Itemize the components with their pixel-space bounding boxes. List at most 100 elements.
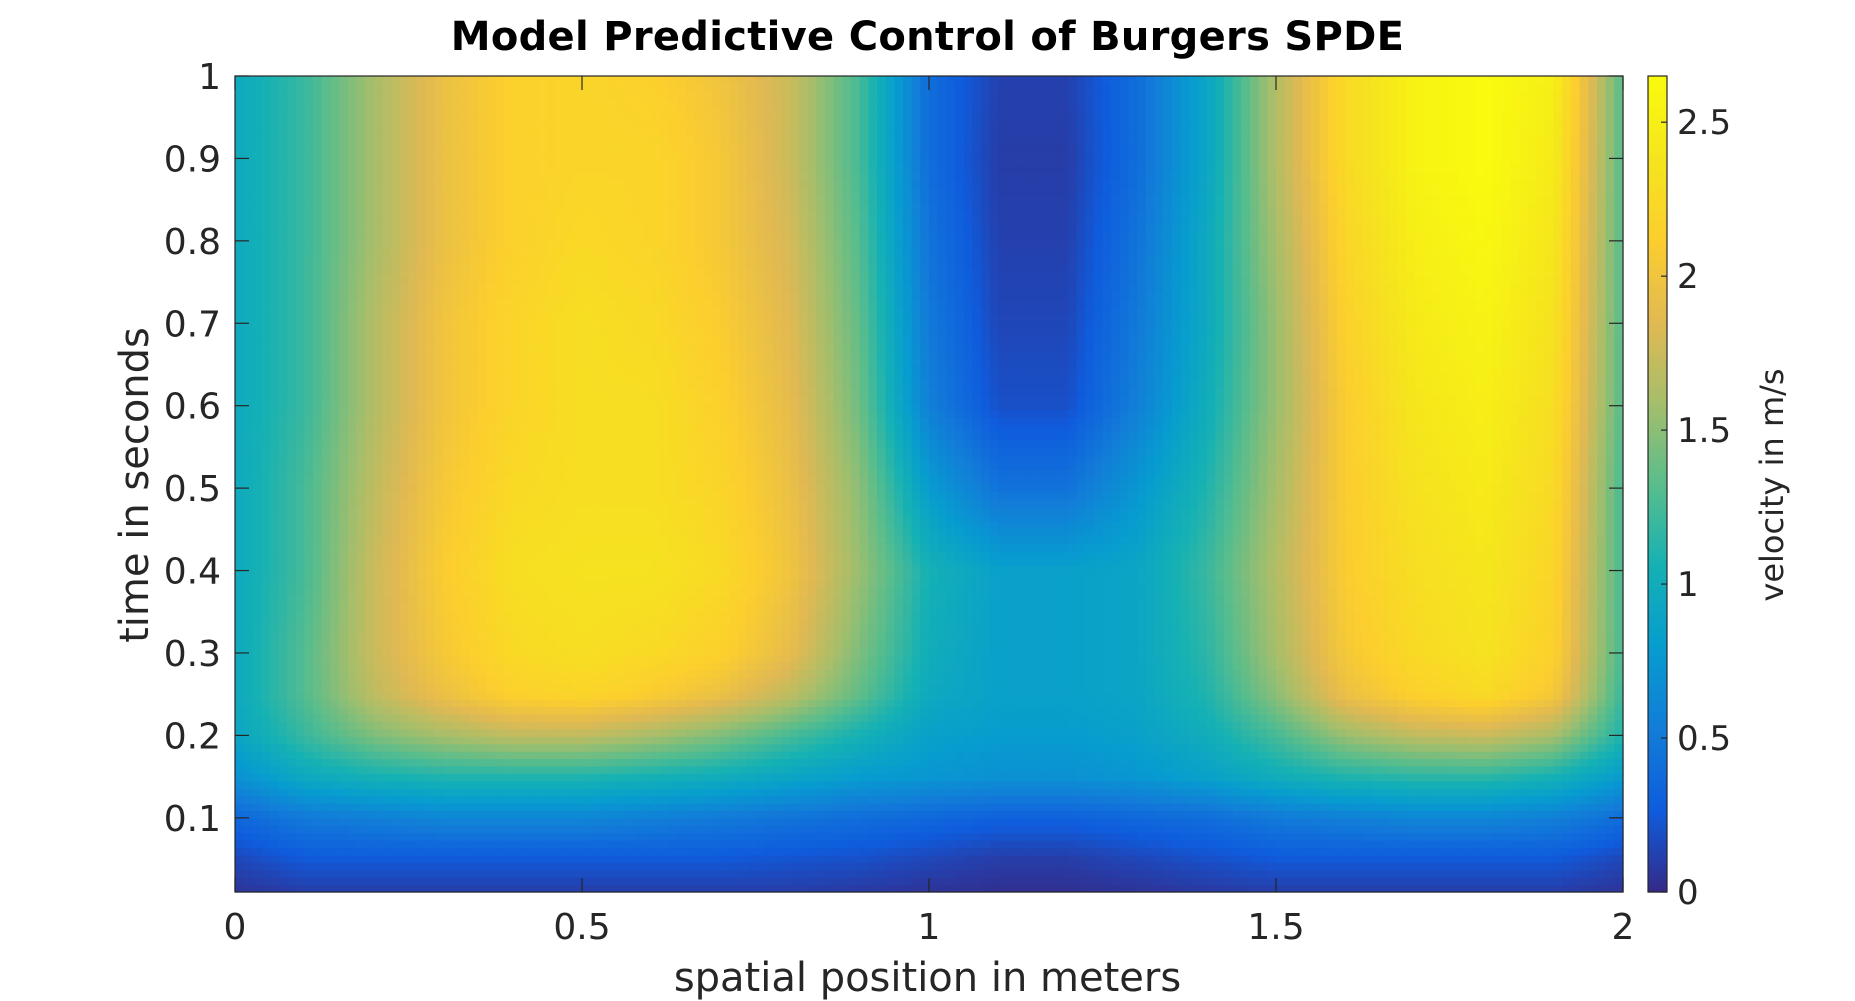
heatmap-cell — [547, 884, 557, 893]
heatmap-cell — [339, 802, 349, 811]
heatmap-cell — [1059, 877, 1069, 886]
heatmap-cell — [1015, 713, 1026, 722]
heatmap-cell — [1197, 854, 1208, 863]
heatmap-cell — [1145, 743, 1156, 752]
heatmap-cell — [373, 869, 384, 878]
heatmap-cell — [677, 802, 687, 811]
heatmap-cell — [1466, 669, 1477, 678]
heatmap-cell — [295, 877, 306, 886]
heatmap-cell — [313, 825, 323, 834]
heatmap-cell — [1596, 869, 1607, 878]
heatmap-cell — [582, 684, 592, 693]
heatmap-cell — [1085, 862, 1095, 871]
heatmap-cell — [1414, 840, 1425, 849]
heatmap-cell — [816, 691, 826, 700]
heatmap-cell — [746, 817, 757, 826]
heatmap-cell — [850, 788, 861, 797]
heatmap-cell — [1336, 751, 1347, 760]
heatmap-cell — [746, 691, 757, 700]
heatmap-cell — [1449, 676, 1459, 685]
heatmap-cell — [564, 736, 574, 745]
heatmap-cell — [1085, 773, 1095, 782]
heatmap-cell — [512, 802, 522, 811]
heatmap-cell — [373, 780, 384, 789]
heatmap-cell — [347, 817, 358, 826]
heatmap-cell — [807, 869, 817, 878]
heatmap-cell — [1579, 706, 1589, 715]
heatmap-cell — [1206, 854, 1216, 863]
heatmap-cell — [1492, 728, 1503, 737]
heatmap-cell — [1562, 773, 1572, 782]
heatmap-cell — [807, 669, 817, 678]
heatmap-cell — [1319, 802, 1329, 811]
heatmap-cell — [1362, 862, 1373, 871]
heatmap-cell — [746, 825, 757, 834]
heatmap-cell — [781, 721, 791, 730]
heatmap-cell — [885, 669, 895, 678]
heatmap-cell — [321, 721, 332, 730]
heatmap-cell — [1076, 810, 1086, 819]
heatmap-cell — [937, 869, 947, 878]
heatmap-cell — [824, 699, 835, 708]
heatmap-cell — [1093, 788, 1104, 797]
heatmap-cell — [1085, 676, 1095, 685]
heatmap-cell — [1466, 765, 1477, 774]
heatmap-cell — [1371, 758, 1381, 767]
heatmap-cell — [1614, 877, 1624, 886]
heatmap-cell — [330, 847, 340, 856]
heatmap-cell — [1518, 847, 1529, 856]
heatmap-cell — [521, 802, 531, 811]
heatmap-cell — [582, 795, 592, 804]
heatmap-cell — [503, 699, 514, 708]
heatmap-cell — [1059, 736, 1069, 745]
heatmap-cell — [1449, 788, 1459, 797]
heatmap-cell — [399, 847, 410, 856]
heatmap-cell — [876, 869, 887, 878]
heatmap-cell — [1223, 662, 1234, 671]
heatmap-cell — [608, 795, 618, 804]
heatmap-cell — [902, 721, 913, 730]
heatmap-cell — [408, 854, 418, 863]
heatmap-cell — [1215, 877, 1225, 886]
heatmap-cell — [295, 840, 306, 849]
heatmap-cell — [1267, 832, 1277, 841]
heatmap-cell — [729, 862, 739, 871]
heatmap-cell — [1085, 721, 1095, 730]
heatmap-cell — [668, 721, 679, 730]
heatmap-cell — [998, 832, 1008, 841]
heatmap-cell — [321, 654, 332, 663]
heatmap-cell — [1093, 713, 1104, 722]
heatmap-cell — [634, 810, 644, 819]
heatmap-cell — [1050, 713, 1060, 722]
heatmap-cell — [399, 825, 410, 834]
heatmap-cell — [1553, 765, 1563, 774]
heatmap-cell — [798, 669, 809, 678]
heatmap-cell — [1579, 862, 1589, 871]
heatmap-cell — [885, 832, 895, 841]
heatmap-cell — [529, 728, 540, 737]
heatmap-cell — [477, 691, 488, 700]
heatmap-cell — [1206, 751, 1216, 760]
heatmap-cell — [460, 847, 470, 856]
heatmap-cell — [989, 795, 1000, 804]
heatmap-cell — [1588, 817, 1598, 826]
heatmap-cell — [1137, 662, 1147, 671]
heatmap-cell — [1328, 780, 1338, 789]
heatmap-cell — [634, 802, 644, 811]
heatmap-cell — [590, 862, 600, 871]
heatmap-cell — [1284, 706, 1294, 715]
heatmap-cell — [564, 713, 574, 722]
heatmap-cell — [729, 825, 739, 834]
heatmap-cell — [1475, 773, 1485, 782]
heatmap-cell — [1171, 691, 1182, 700]
heatmap-cell — [651, 765, 661, 774]
heatmap-cell — [1501, 765, 1511, 774]
heatmap-cell — [469, 676, 479, 685]
heatmap-cell — [512, 765, 522, 774]
heatmap-cell — [1553, 691, 1563, 700]
heatmap-cell — [1215, 728, 1225, 737]
heatmap-cell — [937, 840, 947, 849]
heatmap-cell — [1111, 862, 1121, 871]
heatmap-cell — [790, 662, 800, 671]
heatmap-cell — [469, 884, 479, 893]
